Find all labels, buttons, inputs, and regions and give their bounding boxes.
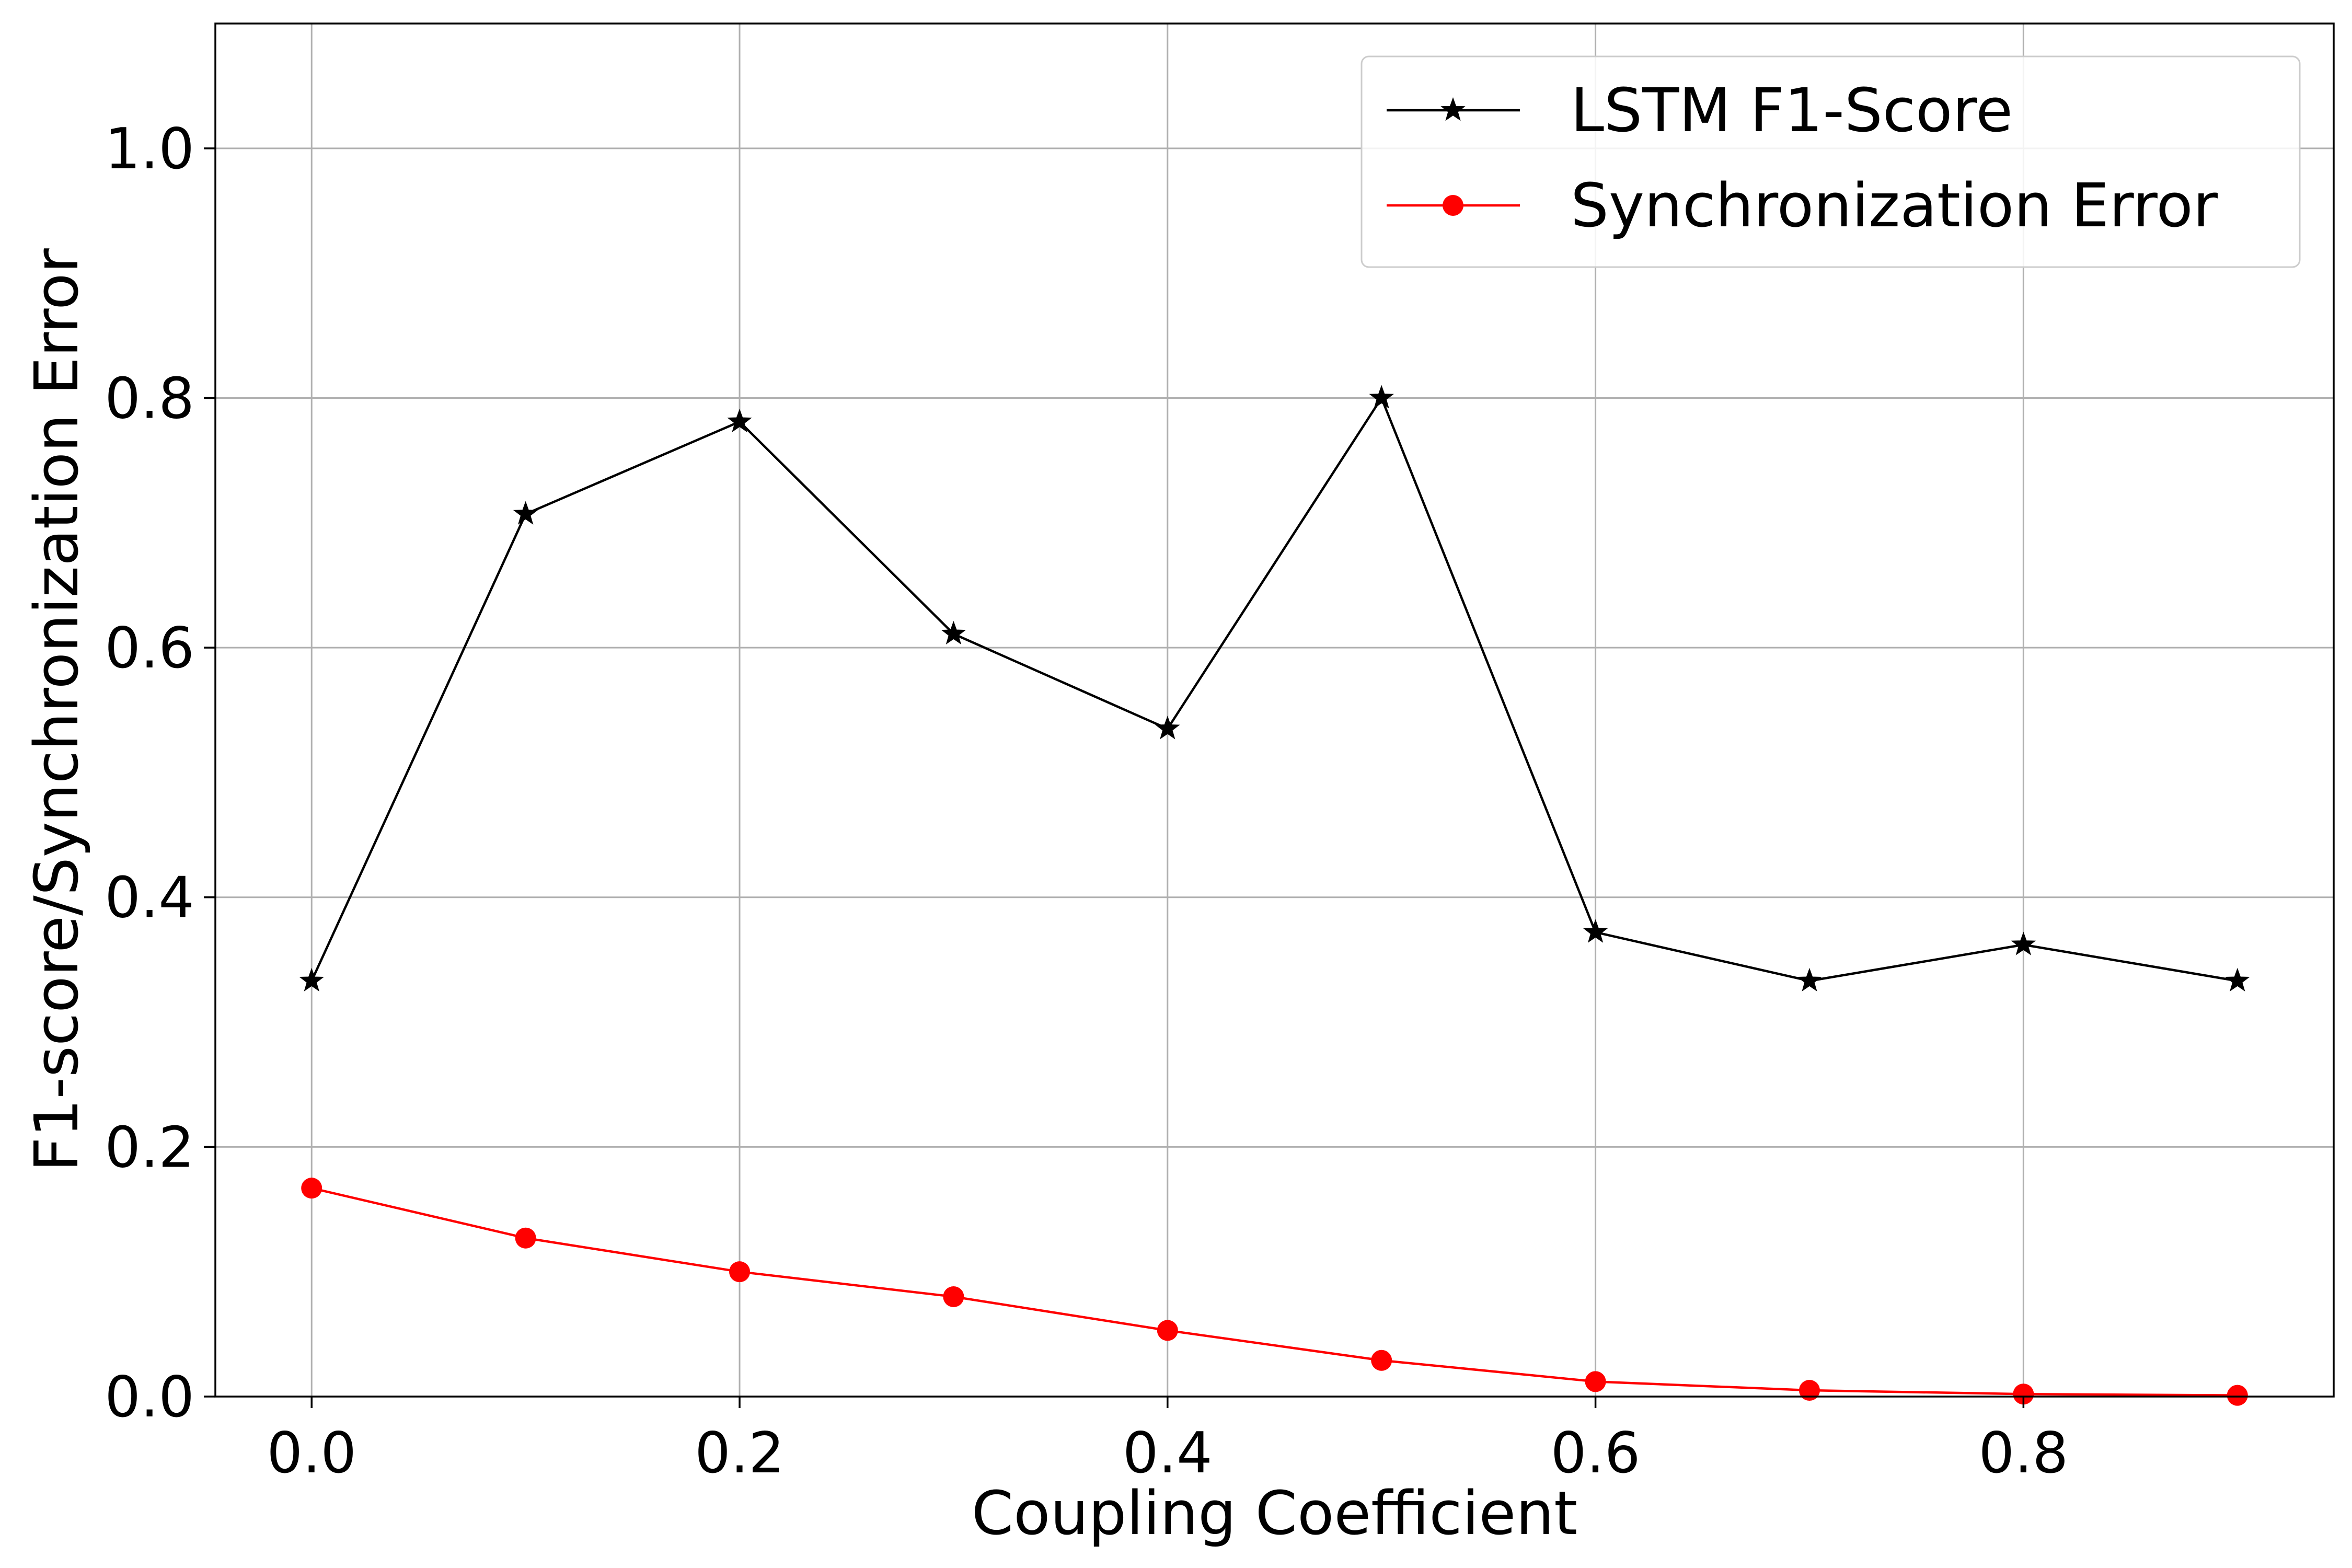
data-point xyxy=(1369,385,1394,409)
data-point xyxy=(729,1261,751,1283)
series-line xyxy=(310,397,2238,982)
series-2 xyxy=(301,1178,2248,1406)
y-tick-label: 0.4 xyxy=(105,866,194,931)
data-point xyxy=(727,408,752,433)
data-point xyxy=(513,501,538,525)
series-layer xyxy=(299,385,2250,1406)
data-point xyxy=(1798,1380,1820,1401)
data-point xyxy=(1371,1350,1392,1371)
legend-box xyxy=(1361,55,2301,268)
y-tick-label: 0.8 xyxy=(105,366,194,431)
data-point xyxy=(1797,967,1822,991)
y-tick-label: 0.2 xyxy=(105,1115,194,1180)
data-point xyxy=(301,1178,322,1199)
data-point xyxy=(2227,1385,2248,1406)
data-point xyxy=(2224,967,2250,991)
x-axis-label: Coupling Coefficient xyxy=(972,1479,1577,1549)
x-tick-label: 0.8 xyxy=(1978,1421,2068,1486)
x-tick-label: 0.4 xyxy=(1123,1421,1213,1486)
data-point xyxy=(1583,919,1608,943)
x-tick-label: 0.6 xyxy=(1551,1421,1641,1486)
legend-swatch-marker xyxy=(1440,97,1466,121)
data-point xyxy=(941,620,966,644)
legend-swatch-marker xyxy=(1443,195,1463,216)
data-point xyxy=(1157,1320,1178,1341)
legend: LSTM F1-Score Synchronization Error xyxy=(1361,55,2301,268)
legend-item: LSTM F1-Score xyxy=(1387,76,2013,146)
data-point xyxy=(943,1286,964,1307)
data-point xyxy=(299,967,325,991)
series-line xyxy=(311,1186,2238,1397)
data-point xyxy=(1585,1371,1606,1392)
x-tick-label: 0.0 xyxy=(267,1421,356,1486)
legend-label: LSTM F1-Score xyxy=(1571,76,2013,146)
legend-item: Synchronization Error xyxy=(1387,171,2218,241)
y-tick-label: 0.6 xyxy=(105,616,194,681)
ticks: 0.0 0.2 0.4 0.6 0.8 0.0 0.2 0.4 0.6 0.8 1.0 xyxy=(105,117,2068,1486)
y-axis-label: F1-score/Synchronization Error xyxy=(22,248,92,1172)
x-tick-label: 0.2 xyxy=(695,1421,785,1486)
legend-label: Synchronization Error xyxy=(1571,171,2218,241)
plot-frame xyxy=(214,22,2335,1398)
data-point xyxy=(515,1227,536,1249)
series-1 xyxy=(299,385,2250,991)
data-point xyxy=(1155,716,1180,740)
data-point xyxy=(2013,1383,2034,1405)
data-point xyxy=(2011,931,2036,955)
y-tick-label: 0.0 xyxy=(105,1365,194,1430)
y-tick-label: 1.0 xyxy=(105,117,194,182)
